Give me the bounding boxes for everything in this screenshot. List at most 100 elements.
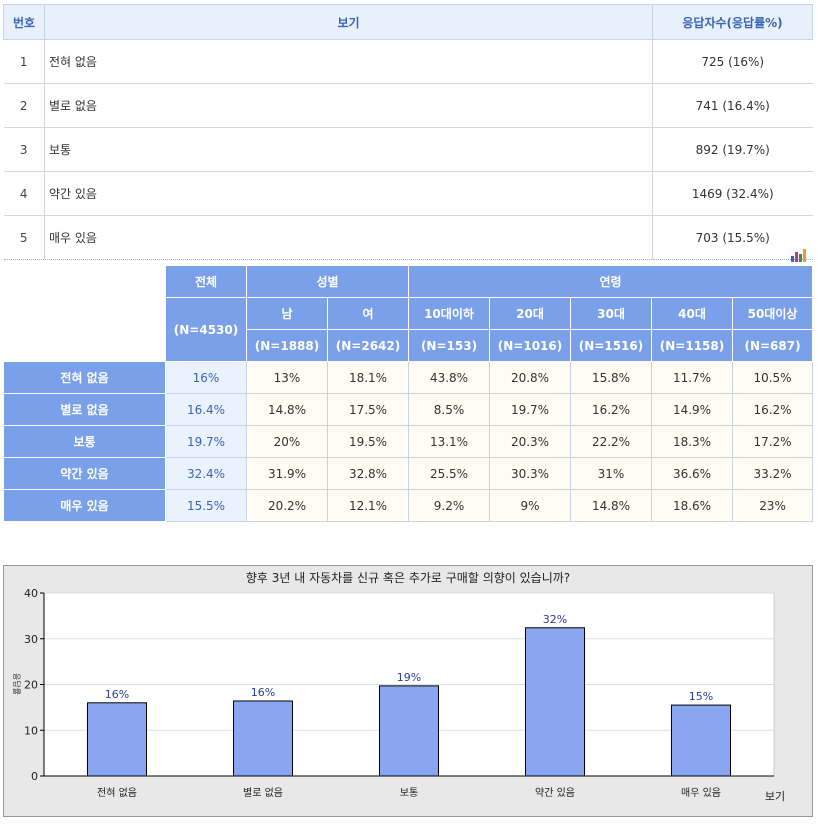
row-count: 741 (16.4%) [652, 83, 813, 128]
x-tick-label: 약간 있음 [535, 787, 575, 799]
cross-row-label: 매우 있음 [3, 489, 166, 522]
header-no: 번호 [3, 4, 45, 40]
bar [379, 685, 439, 777]
cross-value: 31% [570, 457, 652, 490]
y-tick-label: 10 [24, 724, 38, 737]
cross-value: 32.8% [327, 457, 409, 490]
cross-value: 14.9% [651, 393, 733, 426]
cross-value: 15.8% [570, 361, 652, 394]
cross-value: 25.5% [408, 457, 490, 490]
cross-total: 32.4% [165, 457, 247, 490]
header-count: 응답자수(응답률%) [652, 4, 813, 40]
cross-row: 약간 있음 32.4% 31.9% 32.8% 25.5% 30.3% 31% … [3, 457, 814, 490]
cross-value: 10.5% [731, 361, 814, 394]
bar [525, 627, 585, 777]
bar-data-label: 16% [251, 686, 275, 699]
row-no: 5 [3, 215, 45, 260]
row-no: 4 [3, 171, 45, 216]
table-row: 5 매우 있음 703 (15.5%) [3, 215, 813, 260]
cross-value: 18.6% [651, 489, 733, 522]
cross-value: 20.3% [489, 425, 571, 458]
gender-label: 남 [246, 297, 328, 330]
cross-value: 20.8% [489, 361, 571, 394]
gender-label: 여 [327, 297, 409, 330]
cross-value: 20.2% [246, 489, 328, 522]
cross-value: 16.2% [570, 393, 652, 426]
cross-value: 8.5% [408, 393, 490, 426]
y-axis-label: 응답률 [12, 673, 22, 695]
cross-value: 12.1% [327, 489, 409, 522]
cross-value: 16.2% [731, 393, 814, 426]
cross-value: 43.8% [408, 361, 490, 394]
cross-value: 14.8% [570, 489, 652, 522]
cross-value: 11.7% [651, 361, 733, 394]
age-n: (N=153) [408, 329, 490, 362]
row-count: 725 (16%) [652, 39, 813, 84]
x-axis-label: 보기 [765, 790, 785, 803]
age-label: 40대 [651, 297, 733, 330]
cross-value: 9.2% [408, 489, 490, 522]
cross-value: 18.3% [651, 425, 733, 458]
row-option: 별로 없음 [44, 83, 653, 128]
cross-row: 전혀 없음 16% 13% 18.1% 43.8% 20.8% 15.8% 11… [3, 361, 814, 394]
cross-value: 18.1% [327, 361, 409, 394]
age-label: 20대 [489, 297, 571, 330]
cross-row: 매우 있음 15.5% 20.2% 12.1% 9.2% 9% 14.8% 18… [3, 489, 814, 522]
cross-value: 30.3% [489, 457, 571, 490]
table-row: 1 전혀 없음 725 (16%) [3, 39, 813, 84]
row-option: 매우 있음 [44, 215, 653, 260]
table-row: 2 별로 없음 741 (16.4%) [3, 83, 813, 128]
age-n: (N=1516) [570, 329, 652, 362]
response-table-header: 번호 보기 응답자수(응답률%) [3, 4, 813, 40]
bar-data-label: 32% [543, 613, 567, 626]
bar [233, 700, 293, 777]
cross-row: 보통 19.7% 20% 19.5% 13.1% 20.3% 22.2% 18.… [3, 425, 814, 458]
y-tick-label: 40 [24, 587, 38, 600]
x-tick-label: 매우 있음 [681, 787, 721, 799]
cross-value: 23% [731, 489, 814, 522]
cross-value: 20% [246, 425, 328, 458]
cross-total: 16% [165, 361, 247, 394]
bar-data-label: 15% [689, 690, 713, 703]
gender-header: 성별 [246, 265, 409, 298]
corner-blank [3, 265, 166, 362]
cross-value: 31.9% [246, 457, 328, 490]
cross-value: 19.7% [489, 393, 571, 426]
table-row: 3 보통 892 (19.7%) [3, 127, 813, 172]
row-no: 3 [3, 127, 45, 172]
cross-total: 16.4% [165, 393, 247, 426]
gender-n: (N=1888) [246, 329, 328, 362]
age-label: 50대이상 [731, 297, 814, 330]
bar-chart-icon[interactable] [790, 248, 806, 262]
gender-n: (N=2642) [327, 329, 409, 362]
cross-value: 13.1% [408, 425, 490, 458]
chart-title: 향후 3년 내 자동차를 신규 혹은 추가로 구매할 의향이 있습니까? [246, 571, 570, 585]
row-option: 약간 있음 [44, 171, 653, 216]
response-table: 번호 보기 응답자수(응답률%) 1 전혀 없음 725 (16%) 2 별로 … [3, 4, 813, 260]
cross-row-label: 전혀 없음 [3, 361, 166, 394]
cross-total: 19.7% [165, 425, 247, 458]
cross-value: 22.2% [570, 425, 652, 458]
row-option: 전혀 없음 [44, 39, 653, 84]
cross-total: 15.5% [165, 489, 247, 522]
header-option: 보기 [44, 4, 653, 40]
row-count: 703 (15.5%) [652, 215, 813, 260]
cross-value: 13% [246, 361, 328, 394]
bar [671, 704, 731, 777]
cross-row-label: 보통 [3, 425, 166, 458]
x-tick-label: 전혀 없음 [97, 786, 137, 799]
age-header: 연령 [407, 265, 814, 298]
age-n: (N=1016) [489, 329, 571, 362]
bar-data-label: 19% [397, 671, 421, 684]
x-tick-label: 별로 없음 [243, 786, 283, 799]
bar-data-label: 16% [105, 688, 129, 701]
cross-row: 별로 없음 16.4% 14.8% 17.5% 8.5% 19.7% 16.2%… [3, 393, 814, 426]
cross-value: 19.5% [327, 425, 409, 458]
y-tick-label: 20 [24, 679, 38, 692]
row-no: 1 [3, 39, 45, 84]
row-count: 1469 (32.4%) [652, 171, 813, 216]
total-n: (N=4530) [165, 297, 247, 362]
row-option: 보통 [44, 127, 653, 172]
bar-chart: 향후 3년 내 자동차를 신규 혹은 추가로 구매할 의향이 있습니까? 0 10… [12, 571, 785, 803]
row-count: 892 (19.7%) [652, 127, 813, 172]
